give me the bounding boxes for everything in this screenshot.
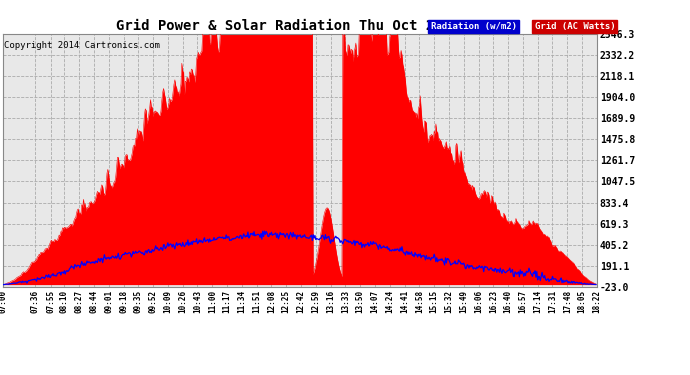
Text: Copyright 2014 Cartronics.com: Copyright 2014 Cartronics.com — [4, 41, 160, 50]
Text: Radiation (w/m2): Radiation (w/m2) — [431, 22, 517, 31]
Title: Grid Power & Solar Radiation Thu Oct 2 18:26: Grid Power & Solar Radiation Thu Oct 2 1… — [116, 19, 484, 33]
Text: Grid (AC Watts): Grid (AC Watts) — [535, 22, 615, 31]
